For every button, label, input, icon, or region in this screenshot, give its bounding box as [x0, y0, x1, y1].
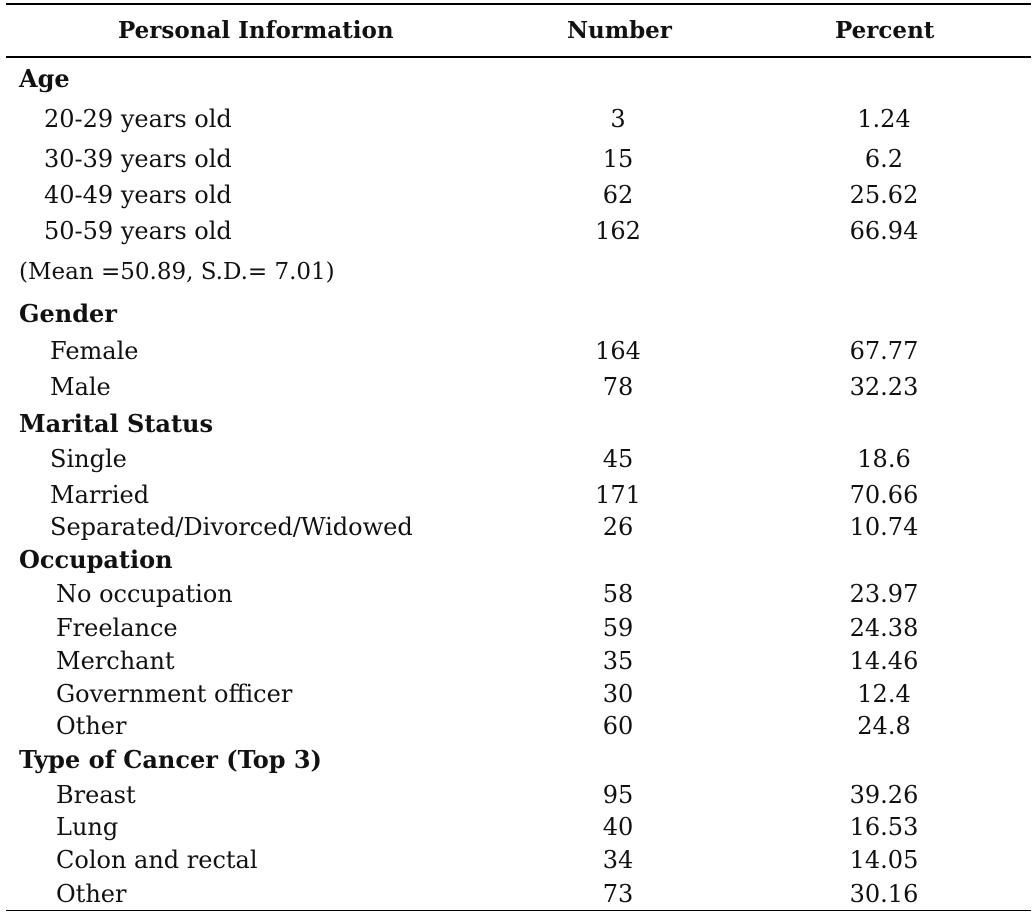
header-personal-information: Personal Information — [118, 17, 394, 44]
percent-cell: 14.46 — [849, 647, 919, 675]
number-cell: 60 — [602, 712, 634, 740]
table-row: Married 171 70.66 — [0, 478, 1035, 512]
header-percent: Percent — [835, 17, 935, 44]
row-label: Government officer — [56, 680, 293, 708]
table-row: No occupation 58 23.97 — [0, 577, 1035, 611]
header-bottom-rule — [6, 56, 1031, 58]
row-label: No occupation — [56, 580, 233, 608]
number-cell: 30 — [602, 680, 634, 708]
percent-cell: 24.38 — [849, 614, 919, 642]
table-row: 40-49 years old 62 25.62 — [0, 178, 1035, 212]
table-row: Other 60 24.8 — [0, 709, 1035, 743]
table-row: 20-29 years old 3 1.24 — [0, 102, 1035, 136]
table-row: Single 45 18.6 — [0, 442, 1035, 476]
number-cell: 58 — [602, 580, 634, 608]
number-cell: 73 — [602, 880, 634, 908]
row-label: Male — [50, 373, 111, 401]
table-row: Lung 40 16.53 — [0, 810, 1035, 844]
number-cell: 40 — [602, 813, 634, 841]
number-cell: 3 — [610, 105, 626, 133]
percent-cell: 39.26 — [849, 781, 919, 809]
percent-cell: 32.23 — [849, 373, 919, 401]
row-label: Colon and rectal — [56, 846, 258, 874]
number-cell: 15 — [602, 145, 634, 173]
row-label: Breast — [56, 781, 136, 809]
table-row: Merchant 35 14.46 — [0, 644, 1035, 678]
number-cell: 162 — [595, 217, 641, 245]
row-label: Single — [50, 445, 127, 473]
header-number: Number — [567, 17, 672, 44]
table-row: Other 73 30.16 — [0, 877, 1035, 911]
number-cell: 35 — [602, 647, 634, 675]
percent-cell: 30.16 — [849, 880, 919, 908]
table-row: Colon and rectal 34 14.05 — [0, 843, 1035, 877]
table-row: Separated/Divorced/Widowed 26 10.74 — [0, 510, 1035, 544]
percent-cell: 6.2 — [864, 145, 904, 173]
table-row: 50-59 years old 162 66.94 — [0, 214, 1035, 248]
number-cell: 62 — [602, 181, 634, 209]
table-bottom-rule — [6, 910, 1031, 911]
percent-cell: 16.53 — [849, 813, 919, 841]
summary-note-row: (Mean =50.89, S.D.= 7.01) — [0, 255, 1035, 289]
number-cell: 164 — [595, 337, 641, 365]
row-label: Other — [56, 880, 127, 908]
note-text: (Mean =50.89, S.D.= 7.01) — [19, 259, 335, 285]
section-heading-row: Type of Cancer (Top 3) — [0, 743, 1035, 777]
percent-cell: 18.6 — [857, 445, 911, 473]
table-row: Breast 95 39.26 — [0, 778, 1035, 812]
number-cell: 95 — [602, 781, 634, 809]
table-row: Female 164 67.77 — [0, 334, 1035, 368]
number-cell: 34 — [602, 846, 634, 874]
percent-cell: 10.74 — [849, 513, 919, 541]
row-label: Freelance — [56, 614, 178, 642]
table-row: Government officer 30 12.4 — [0, 677, 1035, 711]
percent-cell: 66.94 — [849, 217, 919, 245]
section-heading-row: Occupation — [0, 543, 1035, 577]
section-heading-row: Gender — [0, 297, 1035, 331]
table-row: Freelance 59 24.38 — [0, 611, 1035, 645]
row-label: 40-49 years old — [44, 181, 232, 209]
percent-cell: 67.77 — [849, 337, 919, 365]
number-cell: 45 — [602, 445, 634, 473]
row-label: 50-59 years old — [44, 217, 232, 245]
row-label: Separated/Divorced/Widowed — [50, 513, 413, 541]
section-heading-row: Marital Status — [0, 407, 1035, 441]
row-label: 30-39 years old — [44, 145, 232, 173]
percent-cell: 70.66 — [849, 481, 919, 509]
number-cell: 78 — [602, 373, 634, 401]
section-label: Occupation — [19, 545, 173, 574]
section-label: Type of Cancer (Top 3) — [19, 745, 322, 774]
percent-cell: 1.24 — [857, 105, 911, 133]
table-row: 30-39 years old 15 6.2 — [0, 142, 1035, 176]
section-label: Gender — [19, 299, 117, 328]
row-label: Merchant — [56, 647, 175, 675]
row-label: Married — [50, 481, 150, 509]
section-label: Age — [19, 64, 70, 93]
percent-cell: 24.8 — [857, 712, 911, 740]
number-cell: 59 — [602, 614, 634, 642]
percent-cell: 23.97 — [849, 580, 919, 608]
table-row: Male 78 32.23 — [0, 370, 1035, 404]
number-cell: 26 — [602, 513, 634, 541]
percent-cell: 25.62 — [849, 181, 919, 209]
table-top-rule — [6, 3, 1031, 5]
row-label: Lung — [56, 813, 119, 841]
row-label: 20-29 years old — [44, 105, 232, 133]
percent-cell: 12.4 — [857, 680, 911, 708]
section-heading-row: Age — [0, 62, 1035, 96]
section-label: Marital Status — [19, 409, 214, 438]
number-cell: 171 — [595, 481, 641, 509]
row-label: Other — [56, 712, 127, 740]
percent-cell: 14.05 — [849, 846, 919, 874]
row-label: Female — [50, 337, 139, 365]
